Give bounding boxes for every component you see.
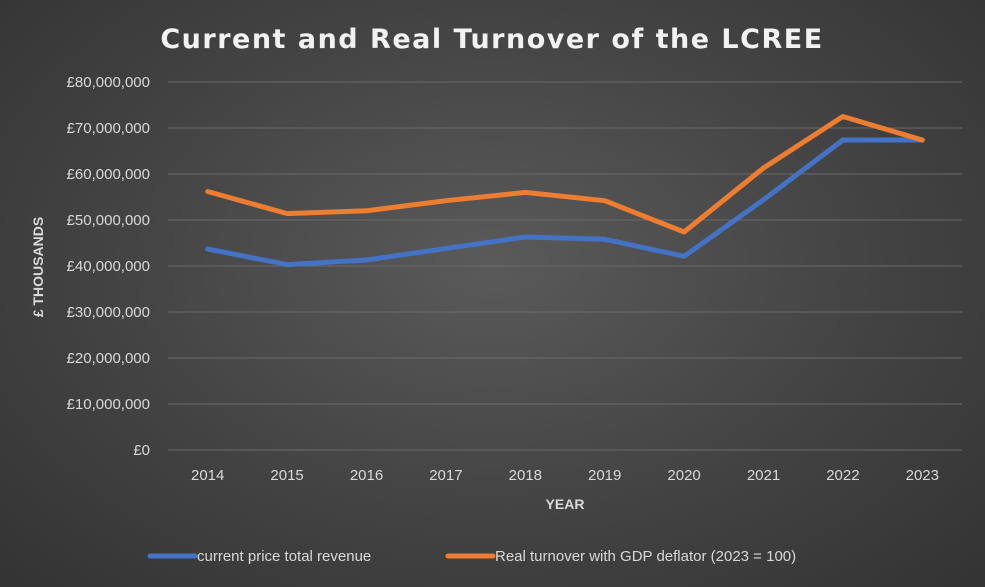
legend-label: current price total revenue: [197, 548, 371, 565]
y-tick-label: £70,000,000: [67, 120, 150, 137]
y-tick-label: £60,000,000: [67, 166, 150, 183]
legend: current price total revenue Real turnover…: [147, 548, 796, 565]
x-tick-label: 2017: [429, 467, 462, 484]
x-tick-label: 2014: [191, 467, 224, 484]
x-tick-label: 2023: [906, 467, 939, 484]
y-tick-label: £50,000,000: [67, 212, 150, 229]
y-tick-label: £10,000,000: [67, 396, 150, 413]
x-tick-label: 2021: [747, 467, 780, 484]
legend-item-1: current price total revenue: [147, 548, 371, 565]
series-line-2: [205, 114, 925, 235]
legend-item-2: Real turnover with GDP deflator (2023 = …: [445, 548, 796, 565]
x-tick-label: 2016: [350, 467, 383, 484]
x-tick-label: 2015: [270, 467, 303, 484]
x-tick-label: 2020: [667, 467, 700, 484]
chart-title: Current and Real Turnover of the LCREE: [160, 24, 823, 55]
y-axis-title: £ THOUSANDS: [30, 217, 46, 317]
series-line-1: [205, 137, 925, 268]
legend-label: Real turnover with GDP deflator (2023 = …: [495, 548, 796, 565]
y-tick-label: £80,000,000: [67, 74, 150, 91]
y-tick-label: £30,000,000: [67, 304, 150, 321]
x-tick-label: 2022: [826, 467, 859, 484]
y-tick-label: £0: [133, 442, 150, 459]
x-axis-title: YEAR: [546, 496, 585, 512]
y-tick-label: £40,000,000: [67, 258, 150, 275]
x-axis-ticks: 2014 2015 2016 2017 2018 2019 2020 2021 2022 2023: [191, 467, 939, 484]
series-lines: [205, 114, 925, 268]
y-axis-ticks: £0 £10,000,000 £20,000,000 £30,000,000 £40,0…: [67, 74, 150, 459]
x-tick-label: 2018: [509, 467, 542, 484]
x-tick-label: 2019: [588, 467, 621, 484]
y-tick-label: £20,000,000: [67, 350, 150, 367]
